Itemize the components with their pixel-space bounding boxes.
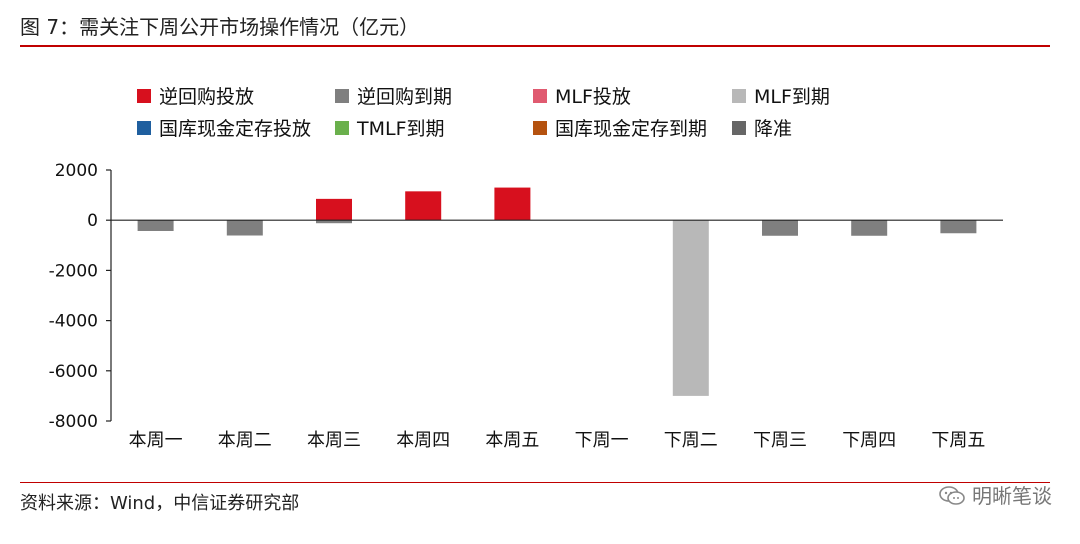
x-category-label: 下周五 <box>931 430 985 451</box>
bar <box>672 220 709 396</box>
legend-swatch <box>335 121 349 135</box>
footer-rule <box>20 482 1050 483</box>
bar-series <box>137 187 977 396</box>
legend-label: 降准 <box>754 118 792 140</box>
y-tick-label: -8000 <box>49 412 98 432</box>
source-note: 资料来源：Wind，中信证券研究部 <box>20 493 300 514</box>
legend-label: 国库现金定存到期 <box>555 118 707 140</box>
x-category-label: 下周三 <box>753 430 807 451</box>
legend-swatch <box>137 89 151 103</box>
legend-label: 国库现金定存投放 <box>159 118 311 140</box>
bar <box>316 220 352 224</box>
legend-label: 逆回购投放 <box>159 86 254 108</box>
bar <box>226 220 263 236</box>
bar <box>316 198 352 221</box>
x-category-label: 本周三 <box>307 430 361 451</box>
legend-swatch <box>533 121 547 135</box>
watermark: 明晰笔谈 <box>938 482 1052 510</box>
legend-swatch <box>335 89 349 103</box>
x-category-label: 本周五 <box>485 430 539 451</box>
x-category-label: 下周四 <box>842 430 896 451</box>
x-axis: 本周一 本周二 本周三 本周四 本周五 下周一 下周二 下周三 下周四 下周五 <box>111 219 1003 451</box>
y-tick-label: 0 <box>87 211 98 231</box>
bar <box>762 220 798 236</box>
bar <box>494 187 531 221</box>
legend-swatch <box>137 121 151 135</box>
y-axis: 2000 0 -2000 -4000 -6000 -8000 <box>49 161 112 432</box>
chart-title: 图 7：需关注下周公开市场操作情况（亿元） <box>20 15 420 39</box>
legend-swatch <box>732 121 746 135</box>
wechat-icon <box>939 486 965 505</box>
legend-label: MLF到期 <box>754 86 830 108</box>
legend-label: 逆回购到期 <box>357 86 452 108</box>
x-category-label: 本周二 <box>218 430 272 451</box>
y-tick-label: -6000 <box>49 362 98 382</box>
bar <box>940 220 977 234</box>
bar <box>405 191 442 221</box>
title-rule <box>20 45 1050 47</box>
y-tick-label: -4000 <box>49 312 98 332</box>
bar <box>137 220 174 231</box>
legend-swatch <box>732 89 746 103</box>
x-category-label: 本周一 <box>129 430 183 451</box>
watermark-text: 明晰笔谈 <box>972 484 1052 508</box>
legend-label: TMLF到期 <box>356 118 445 140</box>
x-category-label: 下周二 <box>664 430 718 451</box>
x-category-label: 本周四 <box>396 430 450 451</box>
y-tick-label: -2000 <box>49 261 98 281</box>
legend-swatch <box>533 89 547 103</box>
x-category-label: 下周一 <box>575 430 629 451</box>
bar <box>851 220 888 236</box>
y-tick-label: 2000 <box>55 161 98 181</box>
legend-label: MLF投放 <box>555 86 631 108</box>
